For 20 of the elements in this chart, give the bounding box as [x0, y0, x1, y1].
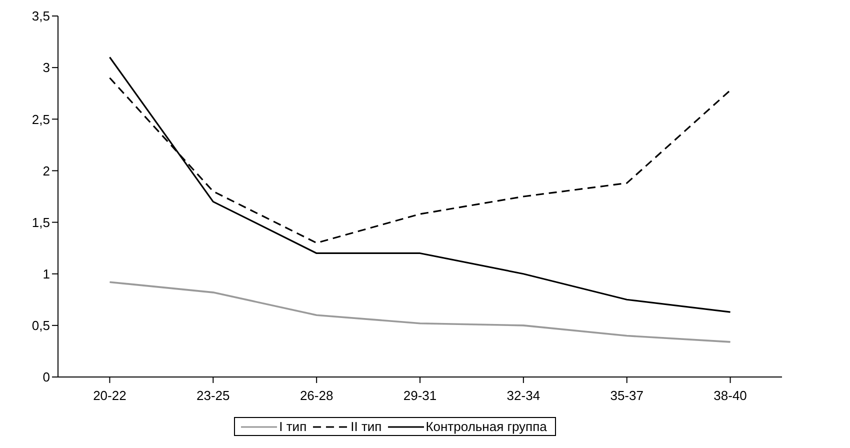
y-tick-label: 2,5 — [32, 112, 50, 127]
y-tick-label: 3 — [42, 60, 50, 76]
x-tick-label: 26-28 — [300, 388, 334, 404]
x-tick-label: 32-34 — [506, 388, 540, 404]
x-tick-label: 23-25 — [196, 388, 230, 404]
y-tick-label: 0,5 — [32, 318, 50, 334]
legend-label: I тип — [279, 419, 307, 434]
line-series — [108, 281, 732, 343]
y-tick-label: 1 — [42, 266, 50, 282]
x-tick-label: 29-31 — [403, 388, 437, 404]
legend-label: II тип — [350, 419, 382, 434]
legend-label: Контрольная группа — [426, 419, 547, 434]
y-tick-label: 0 — [42, 370, 50, 385]
y-tick-label: 2 — [42, 163, 50, 178]
y-tick-label: 1,5 — [32, 214, 50, 230]
x-tick-label: 20-22 — [93, 388, 126, 404]
x-tick-label: 38-40 — [714, 388, 747, 404]
line-series — [108, 56, 732, 313]
x-tick-label: 35-37 — [610, 388, 644, 404]
y-tick-label: 3,5 — [32, 8, 50, 24]
